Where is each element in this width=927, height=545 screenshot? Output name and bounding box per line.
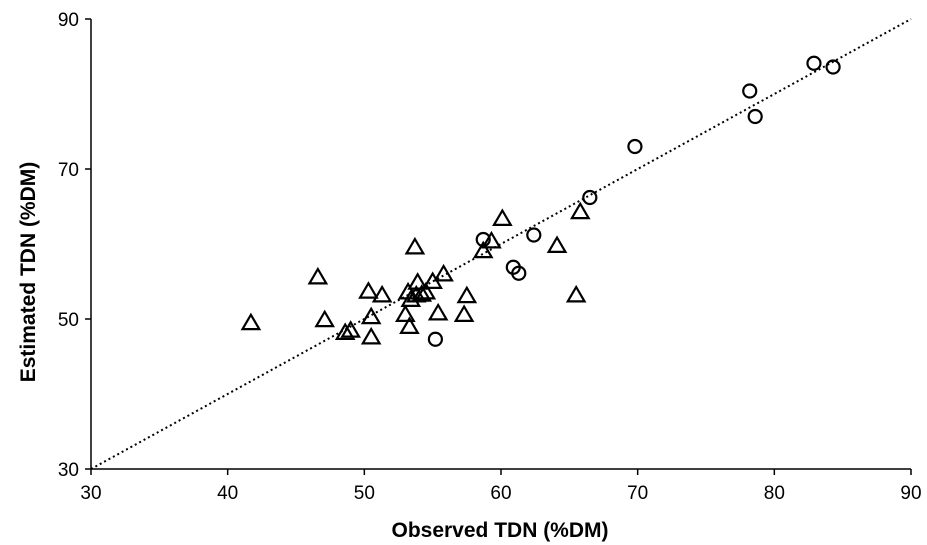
triangle-point: [404, 236, 426, 255]
circle-point: [511, 265, 527, 281]
y-tick-label: 90: [58, 10, 79, 31]
triangle-point: [492, 208, 513, 226]
triangle-point: [334, 322, 356, 340]
triangle-point: [453, 304, 475, 322]
x-tick-label: 70: [627, 483, 648, 504]
x-tick-label: 80: [764, 483, 785, 504]
triangle-point: [397, 281, 419, 300]
triangle-point: [240, 312, 262, 331]
triangle-point: [546, 235, 568, 253]
circle-point: [427, 331, 443, 347]
points-layer: [240, 55, 841, 347]
y-tick-label: 50: [58, 310, 79, 331]
triangle-point: [415, 281, 437, 300]
triangle-point: [565, 284, 587, 303]
circle-point: [627, 138, 643, 155]
triangle-point: [360, 326, 382, 345]
ticks-layer: 30 40 50 60 70 80 90 30 50 70 90: [58, 10, 922, 504]
triangle-point: [307, 266, 329, 285]
triangle-point: [360, 306, 382, 325]
triangle-point: [472, 240, 494, 259]
triangle-point: [427, 302, 449, 321]
circle-point: [825, 59, 841, 75]
x-tick-label: 50: [354, 483, 375, 504]
triangle-point: [399, 316, 420, 334]
x-tick-label: 90: [900, 483, 921, 504]
triangle-point: [371, 284, 393, 303]
triangle-point: [481, 230, 502, 249]
triangle-point: [456, 285, 478, 304]
triangle-point: [314, 309, 336, 328]
circle-point: [747, 108, 763, 125]
reference-line: [90, 18, 912, 470]
x-axis-title: Observed TDN (%DM): [391, 519, 608, 542]
triangle-point: [569, 201, 591, 220]
triangle-point: [407, 272, 428, 290]
circle-point: [582, 189, 598, 206]
reference-line-layer: [90, 18, 912, 470]
x-tick-label: 40: [217, 483, 238, 504]
y-tick-label: 30: [58, 460, 79, 481]
y-axis-title: Estimated TDN (%DM): [17, 162, 40, 383]
triangle-point: [411, 284, 433, 302]
triangle-point: [340, 320, 361, 338]
triangle-point: [358, 281, 379, 299]
x-tick-label: 30: [80, 483, 101, 504]
triangle-point: [433, 263, 454, 282]
circle-point: [806, 55, 822, 71]
triangle-point: [395, 304, 416, 322]
x-tick-label: 60: [490, 483, 511, 504]
circle-point: [526, 227, 542, 243]
circle-point: [742, 83, 758, 99]
y-tick-label: 70: [58, 160, 79, 181]
